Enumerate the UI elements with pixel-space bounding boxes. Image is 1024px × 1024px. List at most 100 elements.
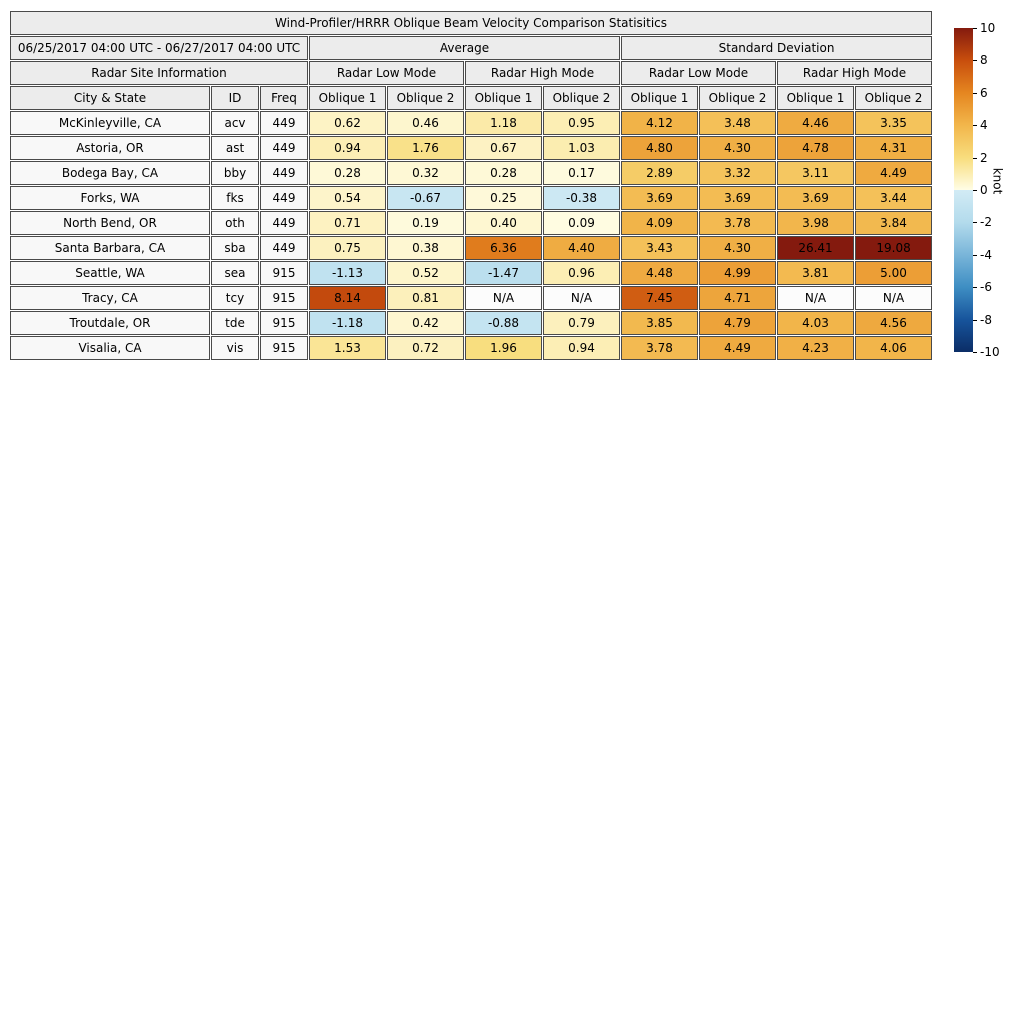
colorbar-tick-label: 2 bbox=[980, 150, 988, 165]
table-row: North Bend, OR oth 449 0.71 0.19 0.40 0.09 4.09… bbox=[10, 211, 933, 235]
std-high-mode-header: Radar High Mode bbox=[777, 61, 933, 85]
col-header-oblique2: Oblique 2 bbox=[699, 86, 776, 110]
site-id-cell: sea bbox=[211, 261, 259, 285]
value-cell: 1.53 bbox=[309, 336, 386, 360]
colorbar-tick-label: -2 bbox=[980, 215, 992, 230]
value-cell: 0.67 bbox=[465, 136, 542, 160]
freq-cell: 915 bbox=[260, 336, 308, 360]
city-cell: Tracy, CA bbox=[10, 286, 210, 310]
colorbar-tick-mark bbox=[973, 222, 977, 224]
group-standard-deviation: Standard Deviation bbox=[621, 36, 933, 60]
site-id-cell: vis bbox=[211, 336, 259, 360]
site-id-cell: acv bbox=[211, 111, 259, 135]
table-title: Wind-Profiler/HRRR Oblique Beam Velocity… bbox=[10, 11, 933, 35]
colorbar-tick-mark bbox=[973, 319, 977, 321]
site-id-cell: fks bbox=[211, 186, 259, 210]
colorbar-unit-label: knot bbox=[990, 167, 1005, 195]
value-cell: 4.30 bbox=[699, 136, 776, 160]
col-header-oblique2: Oblique 2 bbox=[543, 86, 620, 110]
table-row: Astoria, OR ast 449 0.94 1.76 0.67 1.03 4.80 4.3… bbox=[10, 136, 933, 160]
table-row: Bodega Bay, CA bby 449 0.28 0.32 0.28 0.17 2.89… bbox=[10, 161, 933, 185]
value-cell: 1.03 bbox=[543, 136, 620, 160]
value-cell: 0.71 bbox=[309, 211, 386, 235]
value-cell: 0.62 bbox=[309, 111, 386, 135]
value-cell: 0.81 bbox=[387, 286, 464, 310]
value-cell: 0.25 bbox=[465, 186, 542, 210]
value-cell: -1.18 bbox=[309, 311, 386, 335]
value-cell: 5.00 bbox=[855, 261, 933, 285]
city-cell: Visalia, CA bbox=[10, 336, 210, 360]
value-cell: 0.19 bbox=[387, 211, 464, 235]
city-cell: North Bend, OR bbox=[10, 211, 210, 235]
value-cell: 0.38 bbox=[387, 236, 464, 260]
table-row: Forks, WA fks 449 0.54 -0.67 0.25 -0.38 3.69 3.6… bbox=[10, 186, 933, 210]
value-cell: 4.80 bbox=[621, 136, 698, 160]
colorbar-tick-label: 4 bbox=[980, 118, 988, 133]
col-header-oblique2: Oblique 2 bbox=[387, 86, 464, 110]
freq-cell: 449 bbox=[260, 236, 308, 260]
freq-cell: 449 bbox=[260, 136, 308, 160]
value-cell: 4.31 bbox=[855, 136, 933, 160]
city-cell: Bodega Bay, CA bbox=[10, 161, 210, 185]
date-range: 06/25/2017 04:00 UTC - 06/27/2017 04:00 … bbox=[10, 36, 308, 60]
city-cell: Santa Barbara, CA bbox=[10, 236, 210, 260]
colorbar-tick-label: -8 bbox=[980, 312, 992, 327]
colorbar-tick-label: 10 bbox=[980, 21, 996, 35]
value-cell: 1.76 bbox=[387, 136, 464, 160]
city-cell: Forks, WA bbox=[10, 186, 210, 210]
value-cell: 4.40 bbox=[543, 236, 620, 260]
value-cell: 4.46 bbox=[777, 111, 854, 135]
city-cell: McKinleyville, CA bbox=[10, 111, 210, 135]
colorbar-tick-label: 0 bbox=[980, 183, 988, 197]
value-cell: 3.48 bbox=[699, 111, 776, 135]
value-cell: 4.71 bbox=[699, 286, 776, 310]
value-cell: N/A bbox=[777, 286, 854, 310]
value-cell: 0.40 bbox=[465, 211, 542, 235]
value-cell: 4.78 bbox=[777, 136, 854, 160]
site-id-cell: bby bbox=[211, 161, 259, 185]
colorbar-tick-mark bbox=[973, 60, 977, 62]
city-cell: Troutdale, OR bbox=[10, 311, 210, 335]
colorbar-tick-label: 6 bbox=[980, 85, 988, 100]
col-header-freq: Freq bbox=[260, 86, 308, 110]
value-cell: 3.85 bbox=[621, 311, 698, 335]
colorbar-tick-mark bbox=[973, 125, 977, 127]
value-cell: N/A bbox=[465, 286, 542, 310]
site-info-header: Radar Site Information bbox=[10, 61, 308, 85]
colorbar-tick-label: 8 bbox=[980, 53, 988, 68]
colorbar-tick-mark bbox=[973, 28, 977, 29]
table-row: Seattle, WA sea 915 -1.13 0.52 -1.47 0.96 4.48 4… bbox=[10, 261, 933, 285]
value-cell: 19.08 bbox=[855, 236, 933, 260]
value-cell: -1.47 bbox=[465, 261, 542, 285]
value-cell: 1.18 bbox=[465, 111, 542, 135]
site-id-cell: sba bbox=[211, 236, 259, 260]
value-cell: 4.99 bbox=[699, 261, 776, 285]
value-cell: 0.17 bbox=[543, 161, 620, 185]
city-cell: Astoria, OR bbox=[10, 136, 210, 160]
value-cell: 0.94 bbox=[309, 136, 386, 160]
value-cell: 0.46 bbox=[387, 111, 464, 135]
value-cell: 7.45 bbox=[621, 286, 698, 310]
mode-header-row: Radar Site Information Radar Low Mode Ra… bbox=[10, 61, 933, 85]
value-cell: 3.32 bbox=[699, 161, 776, 185]
value-cell: 4.49 bbox=[699, 336, 776, 360]
value-cell: 1.96 bbox=[465, 336, 542, 360]
value-cell: 0.28 bbox=[465, 161, 542, 185]
col-header-oblique1: Oblique 1 bbox=[465, 86, 542, 110]
value-cell: N/A bbox=[855, 286, 933, 310]
value-cell: 0.95 bbox=[543, 111, 620, 135]
value-cell: 0.94 bbox=[543, 336, 620, 360]
value-cell: 4.23 bbox=[777, 336, 854, 360]
freq-cell: 449 bbox=[260, 111, 308, 135]
value-cell: 6.36 bbox=[465, 236, 542, 260]
value-cell: 8.14 bbox=[309, 286, 386, 310]
table-row: McKinleyville, CA acv 449 0.62 0.46 1.18 0.95 4… bbox=[10, 111, 933, 135]
freq-cell: 449 bbox=[260, 161, 308, 185]
col-header-id: ID bbox=[211, 86, 259, 110]
freq-cell: 915 bbox=[260, 286, 308, 310]
group-header-row: 06/25/2017 04:00 UTC - 06/27/2017 04:00 … bbox=[10, 36, 933, 60]
site-id-cell: oth bbox=[211, 211, 259, 235]
value-cell: 3.78 bbox=[621, 336, 698, 360]
colorbar-tick-label: -4 bbox=[980, 247, 992, 262]
